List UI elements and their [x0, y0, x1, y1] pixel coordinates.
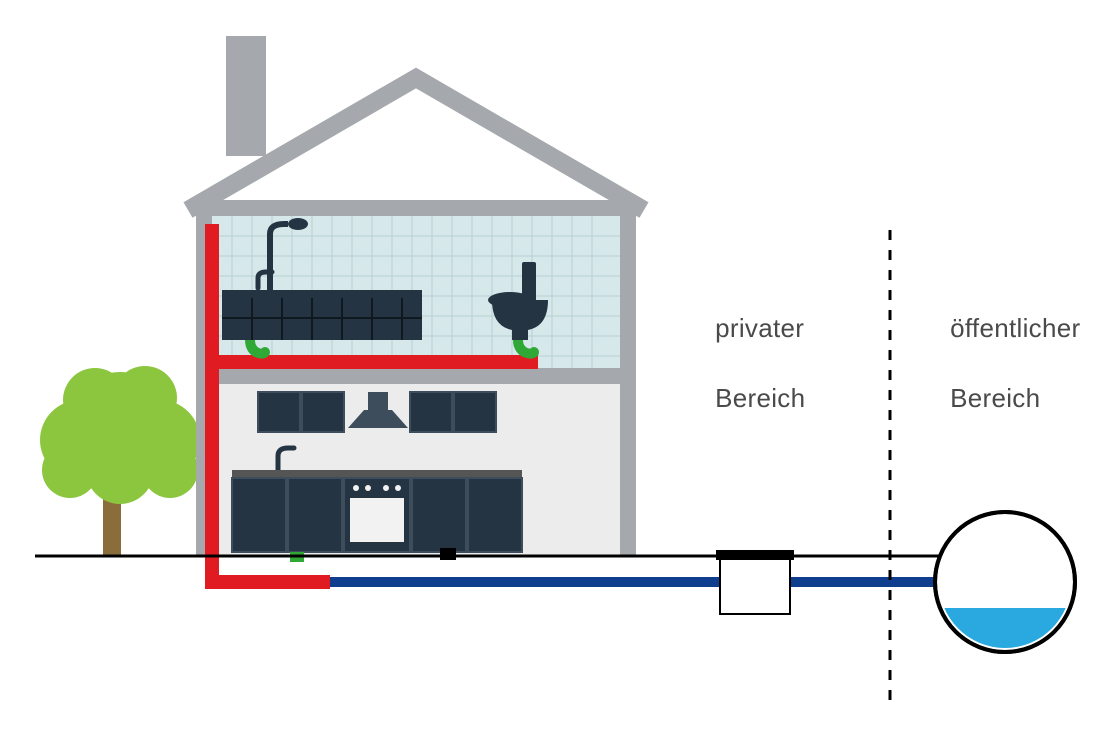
- diagram-stage: privater Bereich öffentlicher Bereich: [0, 0, 1112, 746]
- floor-slab: [196, 368, 636, 384]
- label-public-line1: öffentlicher: [950, 313, 1080, 343]
- ceiling-bar: [196, 200, 636, 216]
- label-private-area: privater Bereich: [685, 276, 805, 451]
- kitchen: [232, 392, 522, 552]
- main-sewer: [935, 512, 1075, 668]
- label-public-line2: Bereich: [950, 383, 1040, 413]
- stove-icon: [344, 478, 410, 552]
- inspection-chamber: [716, 550, 794, 614]
- label-private-line1: privater: [715, 313, 804, 343]
- shower-head-icon: [288, 218, 308, 230]
- label-public-area: öffentlicher Bereich: [920, 276, 1080, 451]
- tree-foliage: [40, 366, 200, 504]
- label-private-line2: Bereich: [715, 383, 805, 413]
- chimney: [226, 36, 266, 156]
- tree: [40, 366, 200, 556]
